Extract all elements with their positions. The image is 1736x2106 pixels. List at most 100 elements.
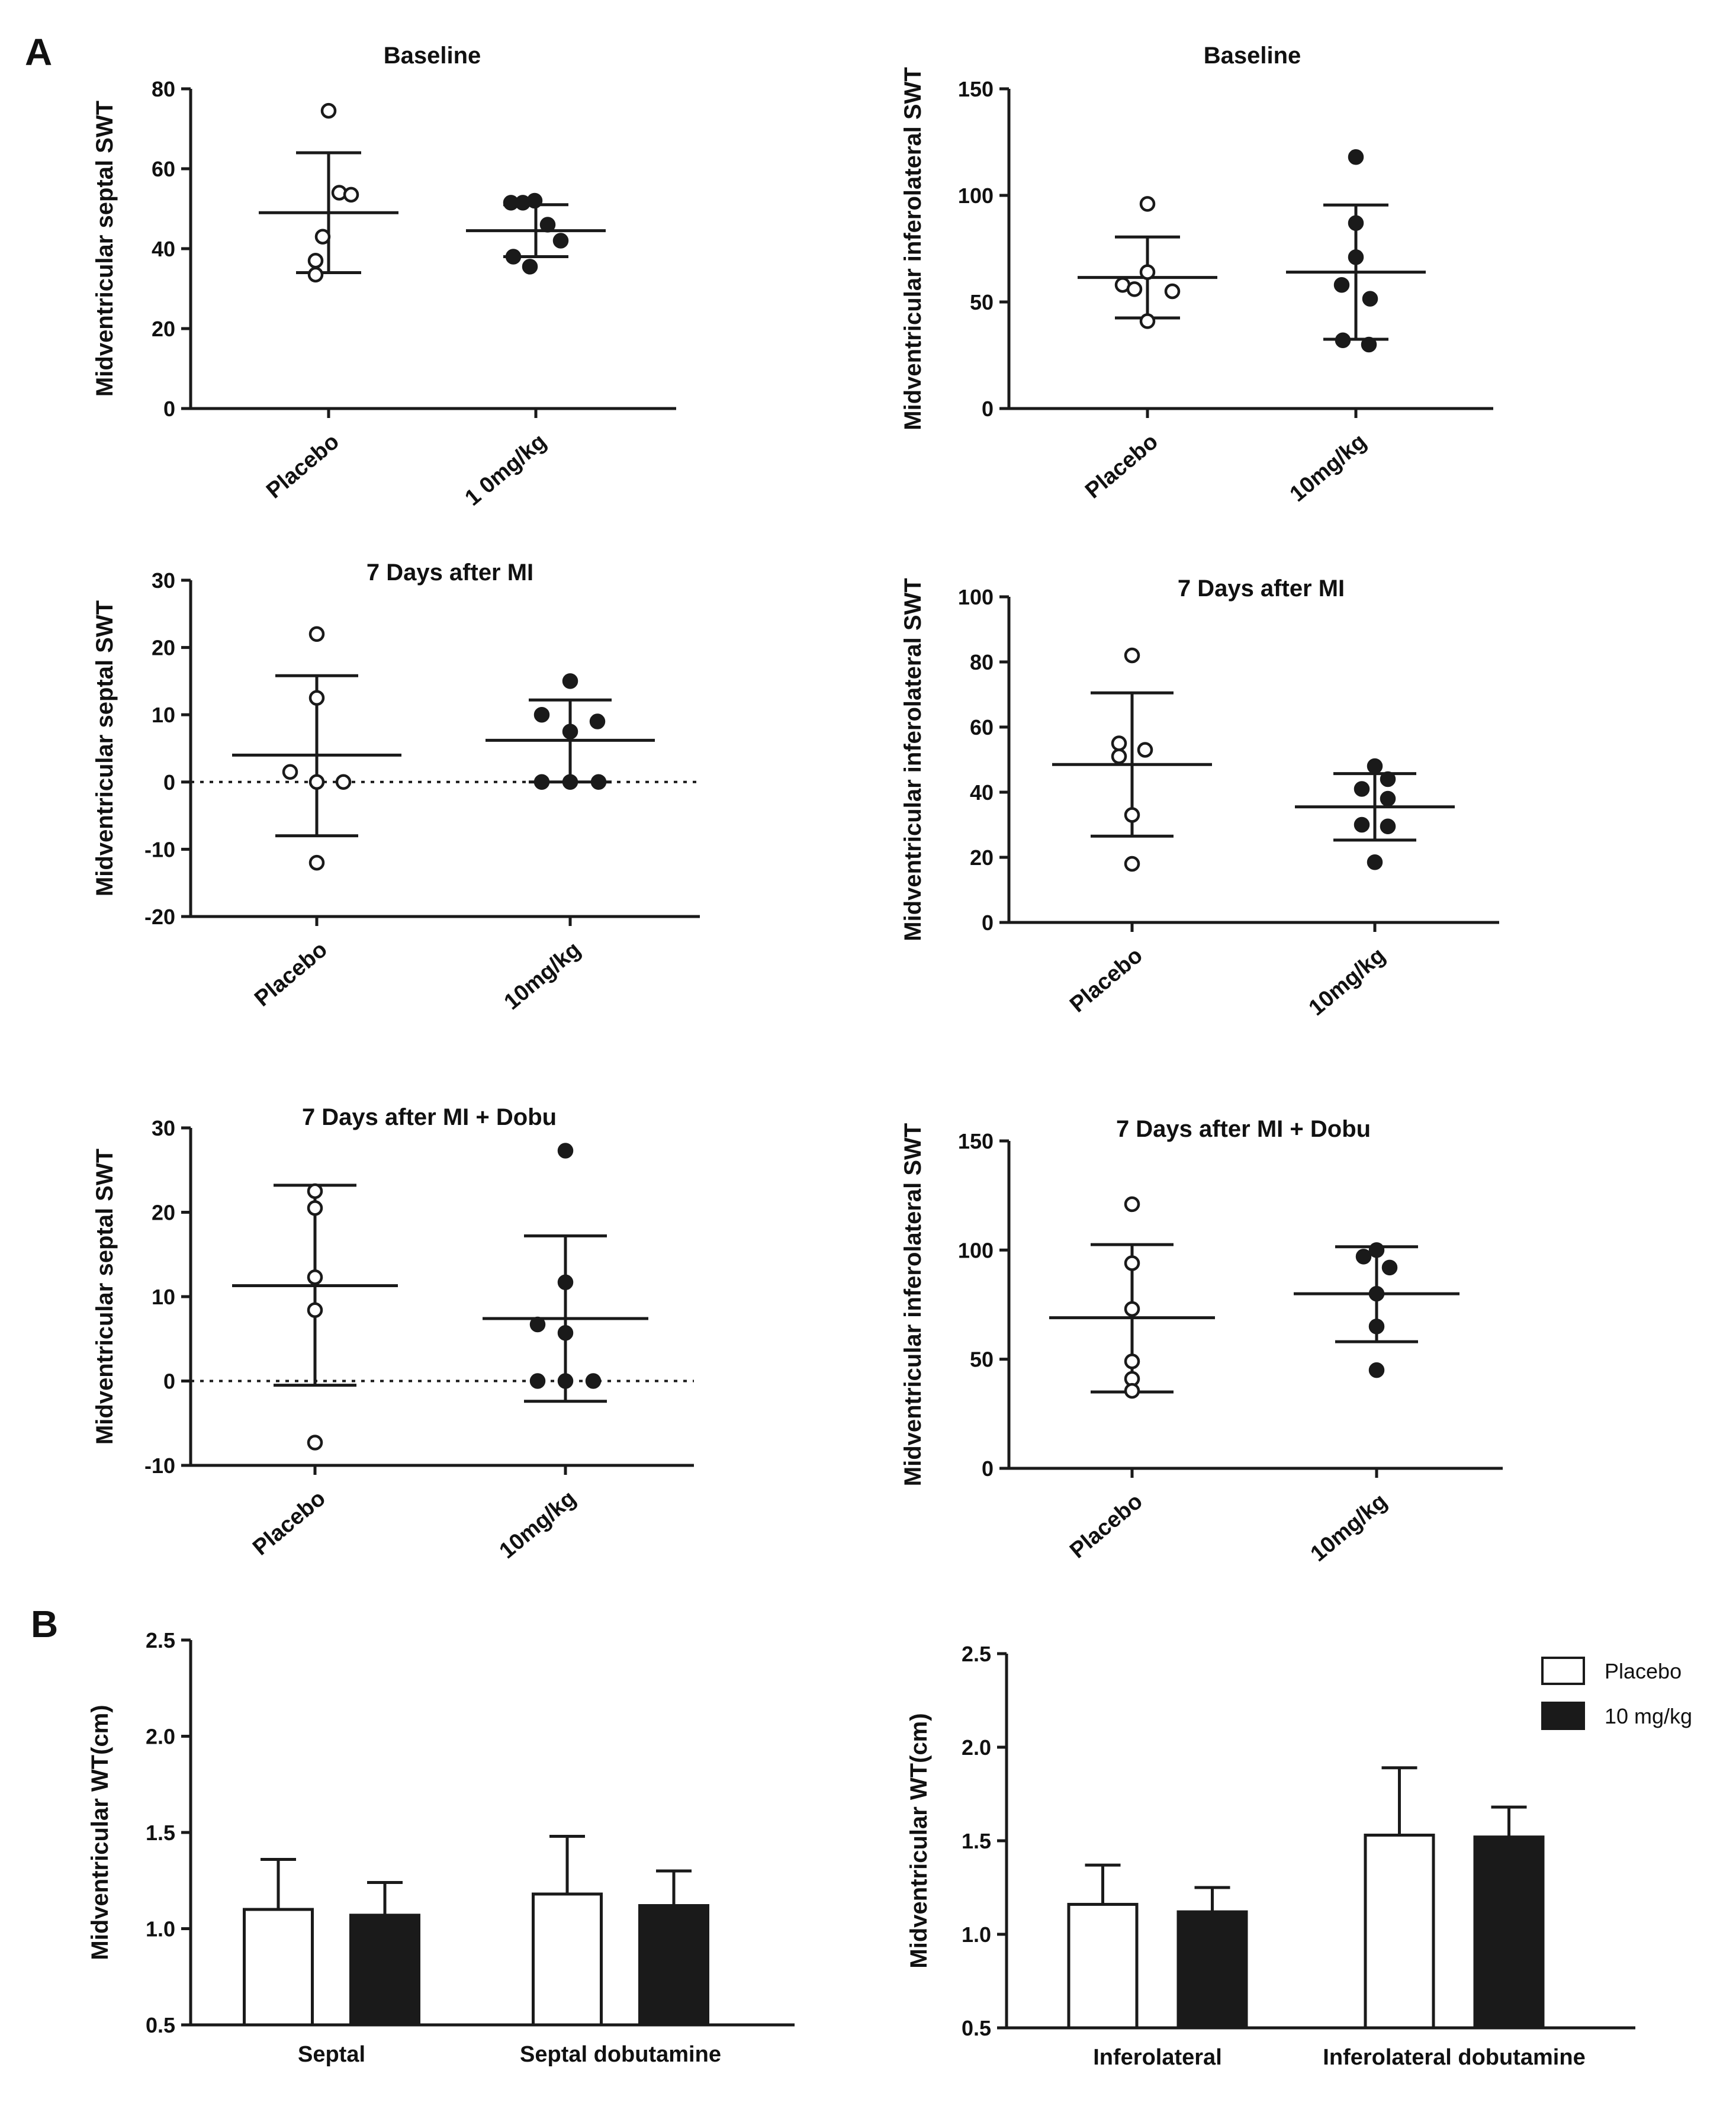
y-tick-label: 40 xyxy=(970,780,994,805)
panel-label-a: A xyxy=(25,31,52,73)
y-tick-label: 0.5 xyxy=(962,2016,991,2040)
data-point-open xyxy=(1124,1196,1140,1213)
y-tick-label: 60 xyxy=(152,157,175,181)
legend-swatch-placebo xyxy=(1541,1657,1585,1685)
data-point-filled xyxy=(590,774,607,790)
data-point-filled xyxy=(1354,816,1370,833)
y-tick-label: 0 xyxy=(982,911,994,935)
x-category-label: Placebo xyxy=(250,937,332,1012)
data-point-open xyxy=(308,690,325,706)
data-point-filled xyxy=(1381,1259,1398,1276)
data-point-open xyxy=(1124,856,1140,872)
data-point-filled xyxy=(1380,790,1396,807)
data-point-open xyxy=(1124,1382,1140,1399)
data-point-filled xyxy=(1368,1319,1385,1335)
data-point-filled xyxy=(562,724,578,739)
y-tick-label: 20 xyxy=(152,1201,175,1225)
chart-title: 7 Days after MI xyxy=(1178,575,1345,602)
x-category-label: Placebo xyxy=(1081,429,1163,504)
chart-8: 0.5 1.0 1.5 2.0 2.5 Midventricular WT(cm) Infe… xyxy=(906,1642,1635,2070)
x-category-label: 10mg/kg xyxy=(1306,1489,1392,1567)
chart-title: Baseline xyxy=(1204,43,1301,69)
chart-4: 0 20 40 60 80 100 Midventricular inferolateral… xyxy=(900,575,1499,1021)
y-tick-label: 80 xyxy=(152,77,175,101)
y-tick-label: 2.5 xyxy=(962,1642,991,1666)
y-axis-title: Midventricular inferolateral SWT xyxy=(900,67,926,430)
y-axis-title: Midventricular septal SWT xyxy=(92,101,118,397)
y-axis-title: Midventricular WT(cm) xyxy=(906,1713,932,1968)
legend-label-treated: 10 mg/kg xyxy=(1605,1704,1692,1728)
data-point-open xyxy=(307,1269,323,1285)
chart-title: Baseline xyxy=(384,43,481,69)
panel-label-b: B xyxy=(31,1603,58,1645)
data-point-filled xyxy=(1355,1249,1372,1265)
data-point-open xyxy=(307,1183,323,1200)
data-point-filled xyxy=(1367,854,1383,870)
data-point-filled xyxy=(1380,818,1396,834)
data-point-open xyxy=(1139,313,1156,329)
x-category-label: Placebo xyxy=(248,1486,330,1561)
y-tick-label: 20 xyxy=(152,636,175,660)
data-point-filled xyxy=(1348,149,1364,165)
x-category-label: 10mg/kg xyxy=(1304,943,1390,1021)
data-point-open xyxy=(335,774,352,790)
data-point-open xyxy=(308,626,325,642)
data-point-open xyxy=(307,1302,323,1319)
bar-treated xyxy=(1176,1910,1248,2030)
y-axis-title: Midventricular septal SWT xyxy=(92,600,118,896)
bar-placebo xyxy=(1364,1834,1435,2030)
data-point-filled xyxy=(529,1316,546,1333)
data-point-filled xyxy=(1333,276,1350,293)
bar-treated xyxy=(1473,1835,1545,2030)
y-tick-label: 1.0 xyxy=(146,1917,175,1941)
x-category-label: Inferolateral xyxy=(1093,2045,1222,2070)
x-category-label: 10mg/kg xyxy=(495,1486,581,1564)
y-tick-label: 30 xyxy=(152,568,175,593)
data-point-filled xyxy=(1362,291,1378,307)
data-point-open xyxy=(307,253,324,269)
bar-placebo xyxy=(243,1908,314,2027)
data-point-filled xyxy=(1361,336,1377,353)
data-point-open xyxy=(1124,647,1140,664)
data-point-open xyxy=(1111,735,1127,751)
x-category-label: Placebo xyxy=(1065,943,1147,1018)
y-tick-label: 0 xyxy=(982,397,994,421)
chart-title: 7 Days after MI xyxy=(367,560,533,586)
data-point-filled xyxy=(557,1373,574,1389)
y-tick-label: 0.5 xyxy=(146,2013,175,2037)
data-point-filled xyxy=(505,249,522,265)
data-point-filled xyxy=(562,673,578,689)
y-tick-label: 0 xyxy=(982,1456,994,1481)
data-point-filled xyxy=(1368,1362,1385,1378)
data-point-filled xyxy=(522,259,538,275)
charts-container: 0 20 40 60 80 Midventricular septal SWT Baseli… xyxy=(87,43,1635,2070)
y-tick-label: 10 xyxy=(152,703,175,727)
data-point-open xyxy=(1124,1301,1140,1317)
y-tick-label: 20 xyxy=(970,845,994,870)
data-point-filled xyxy=(1348,215,1364,232)
data-point-open xyxy=(1139,264,1156,280)
data-point-filled xyxy=(552,233,569,249)
data-point-open xyxy=(1126,281,1143,297)
data-point-filled xyxy=(557,1143,574,1159)
y-axis-title: Midventricular inferolateral SWT xyxy=(900,1123,926,1486)
bar-treated xyxy=(349,1914,420,2027)
bar-placebo xyxy=(1067,1902,1139,2030)
x-category-label: Septal xyxy=(298,2042,365,2067)
data-point-open xyxy=(1124,807,1140,823)
data-point-open xyxy=(1111,748,1127,764)
x-category-label: Placebo xyxy=(1065,1489,1147,1564)
y-tick-label: 30 xyxy=(152,1116,175,1140)
x-category-label: Placebo xyxy=(262,429,344,504)
data-point-filled xyxy=(557,1274,574,1291)
legend-swatch-treated xyxy=(1541,1702,1585,1730)
y-tick-label: 50 xyxy=(970,1348,994,1372)
legend-label-placebo: Placebo xyxy=(1605,1659,1682,1683)
data-point-filled xyxy=(589,713,606,729)
legend: Placebo 10 mg/kg xyxy=(1541,1657,1692,1730)
chart-5: -10 0 10 20 30 Midventricular septal SWT 7 Day… xyxy=(92,1104,694,1564)
y-tick-label: -10 xyxy=(144,1454,175,1478)
chart-title: 7 Days after MI + Dobu xyxy=(302,1104,557,1130)
x-category-label: Inferolateral dobutamine xyxy=(1323,2045,1585,2070)
y-tick-label: 100 xyxy=(958,1238,994,1262)
